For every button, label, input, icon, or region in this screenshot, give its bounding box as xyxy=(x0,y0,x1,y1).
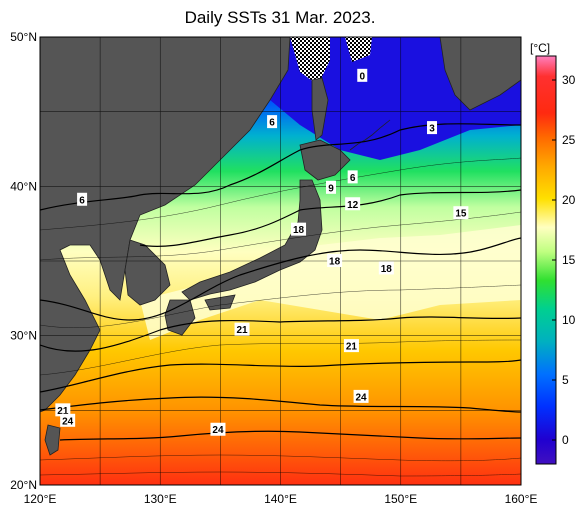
contour-label: 18 xyxy=(291,222,307,236)
svg-text:15: 15 xyxy=(455,209,467,220)
contour-lines-thin xyxy=(40,157,521,477)
svg-text:18: 18 xyxy=(381,264,393,275)
colorbar-ticks: 0 5 10 15 20 25 30 xyxy=(552,73,576,447)
contour-label: 21 xyxy=(234,322,250,336)
colorbar-tick-label: 0 xyxy=(562,433,569,447)
longitude-tick-label: 160°E xyxy=(505,492,538,506)
contour-label: 24 xyxy=(60,413,76,427)
svg-text:21: 21 xyxy=(236,325,248,336)
contour-label: 21 xyxy=(55,403,71,417)
svg-text:21: 21 xyxy=(346,342,358,353)
map-frame xyxy=(39,36,522,486)
svg-text:18: 18 xyxy=(293,225,305,236)
contour-label: 24 xyxy=(353,389,369,403)
contour-label: 6 xyxy=(267,115,278,129)
contour-lines xyxy=(40,123,521,441)
contour-label: 6 xyxy=(77,192,88,206)
latitude-tick-label: 20°N xyxy=(10,478,37,492)
latitude-axis: 50°N 40°N 30°N 20°N xyxy=(10,30,37,492)
latitude-tick-label: 40°N xyxy=(10,179,37,193)
svg-text:6: 6 xyxy=(350,173,356,184)
colorbar-tick-label: 20 xyxy=(562,193,576,207)
contour-label: 15 xyxy=(453,206,469,220)
colorbar-tick-label: 30 xyxy=(562,73,576,87)
contour-label: 3 xyxy=(427,121,438,135)
colorbar-tick-label: 5 xyxy=(562,373,569,387)
svg-text:0: 0 xyxy=(359,71,365,82)
contour-label: 21 xyxy=(343,339,359,353)
longitude-tick-label: 150°E xyxy=(384,492,417,506)
colorbar: [°C] 0 5 10 15 20 25 30 xyxy=(530,41,576,465)
svg-text:6: 6 xyxy=(79,195,85,206)
sea-ice xyxy=(345,37,372,62)
contour-label: 0 xyxy=(357,68,368,82)
contour-label: 18 xyxy=(378,261,394,275)
longitude-tick-label: 120°E xyxy=(24,492,57,506)
latitude-tick-label: 30°N xyxy=(10,329,37,343)
svg-text:9: 9 xyxy=(328,183,334,194)
latitude-tick-label: 50°N xyxy=(10,30,37,44)
contour-label: 6 xyxy=(347,170,358,184)
svg-text:6: 6 xyxy=(269,118,275,129)
svg-text:3: 3 xyxy=(429,124,435,135)
svg-text:12: 12 xyxy=(347,200,359,211)
colorbar-tick-label: 25 xyxy=(562,133,576,147)
longitude-tick-label: 130°E xyxy=(144,492,177,506)
longitude-axis: 120°E 130°E 140°E 150°E 160°E xyxy=(24,492,538,506)
contour-label: 24 xyxy=(210,422,226,436)
colorbar-tick-label: 10 xyxy=(562,313,576,327)
contour-label: 9 xyxy=(326,180,337,194)
sea-ice xyxy=(290,37,330,85)
contour-label: 18 xyxy=(327,254,343,268)
map-title: Daily SSTs 31 Mar. 2023. xyxy=(184,8,376,27)
colorbar-unit-label: [°C] xyxy=(530,41,550,55)
svg-text:21: 21 xyxy=(57,406,69,417)
svg-text:24: 24 xyxy=(356,392,368,403)
contour-label: 12 xyxy=(345,197,361,211)
svg-text:18: 18 xyxy=(329,257,341,268)
longitude-tick-label: 140°E xyxy=(264,492,297,506)
svg-text:24: 24 xyxy=(212,425,224,436)
colorbar-tick-label: 15 xyxy=(562,253,576,267)
svg-text:24: 24 xyxy=(62,416,74,427)
graticule xyxy=(40,37,521,485)
